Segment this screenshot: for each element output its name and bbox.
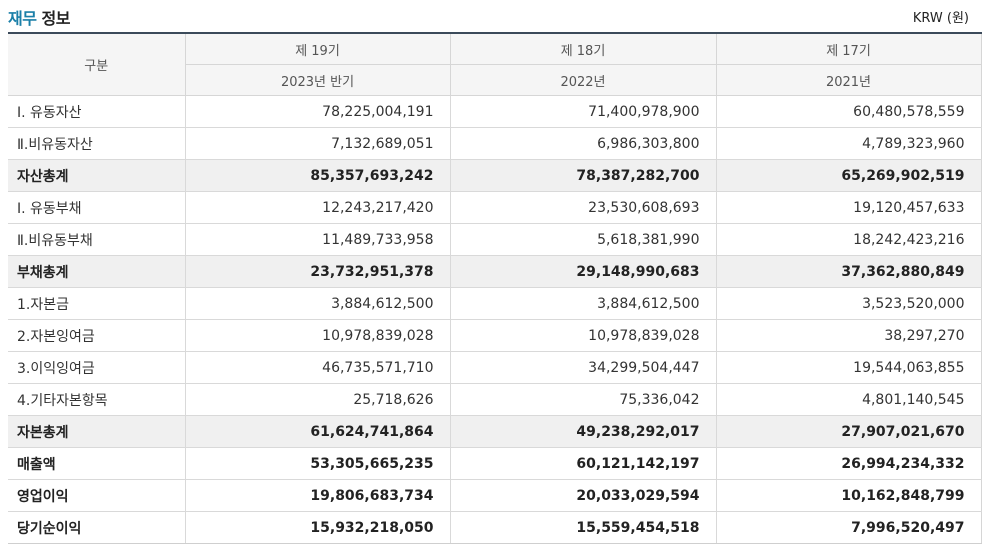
row-label: 1.자본금: [8, 287, 186, 320]
row-value: 23,530,608,693: [449, 191, 717, 224]
table-row: Ⅰ. 유동부채 12,243,217,420 23,530,608,693 19,12…: [8, 191, 982, 224]
row-label: 부채총계: [8, 255, 186, 288]
row-value: 78,225,004,191: [184, 95, 451, 128]
row-label: 자본총계: [8, 415, 186, 448]
table-row: 2.자본잉여금 10,978,839,028 10,978,839,028 38,29…: [8, 319, 982, 352]
table-row: 당기순이익 15,932,218,050 15,559,454,518 7,996,5…: [8, 511, 982, 544]
row-value: 23,732,951,378: [184, 255, 451, 288]
row-value: 3,523,520,000: [715, 287, 982, 320]
table-row: 매출액 53,305,665,235 60,121,142,197 26,994,23…: [8, 447, 982, 480]
row-value: 20,033,029,594: [449, 479, 717, 512]
table-row: 영업이익 19,806,683,734 20,033,029,594 10,162,8…: [8, 479, 982, 512]
row-value: 25,718,626: [184, 383, 451, 416]
row-value: 19,120,457,633: [715, 191, 982, 224]
row-label: Ⅱ.비유동부채: [8, 223, 186, 256]
row-label: Ⅱ.비유동자산: [8, 127, 186, 160]
section-title-accent: 재무: [8, 9, 37, 28]
row-value: 71,400,978,900: [449, 95, 717, 128]
table-row: Ⅱ.비유동부채 11,489,733,958 5,618,381,990 18,242…: [8, 223, 982, 256]
row-value: 7,996,520,497: [715, 511, 982, 544]
row-value: 10,978,839,028: [449, 319, 717, 352]
row-value: 34,299,504,447: [449, 351, 717, 384]
row-value: 18,242,423,216: [715, 223, 982, 256]
row-value: 60,121,142,197: [449, 447, 717, 480]
row-label: 2.자본잉여금: [8, 319, 186, 352]
row-value: 7,132,689,051: [184, 127, 451, 160]
row-value: 10,978,839,028: [184, 319, 451, 352]
currency-unit: KRW (원): [912, 11, 969, 26]
row-label: Ⅰ. 유동부채: [8, 191, 186, 224]
row-value: 15,559,454,518: [449, 511, 717, 544]
period-term-header: 제 19기: [184, 32, 451, 65]
row-value: 19,806,683,734: [184, 479, 451, 512]
row-label: 매출액: [8, 447, 186, 480]
section-title-rest: 정보: [36, 9, 71, 28]
total-row: 부채총계 23,732,951,378 29,148,990,683 37,362,8…: [8, 255, 982, 288]
row-value: 3,884,612,500: [184, 287, 451, 320]
total-row: 자산총계 85,357,693,242 78,387,282,700 65,269,9…: [8, 159, 982, 192]
row-value: 46,735,571,710: [184, 351, 451, 384]
row-value: 27,907,021,670: [715, 415, 982, 448]
gubun-header: 구분: [8, 32, 186, 96]
period-year-header: 2021년: [715, 64, 982, 96]
table-row: 1.자본금 3,884,612,500 3,884,612,500 3,523,520…: [8, 287, 982, 320]
row-value: 11,489,733,958: [184, 223, 451, 256]
row-value: 19,544,063,855: [715, 351, 982, 384]
row-label: 3.이익잉여금: [8, 351, 186, 384]
table-row: Ⅰ. 유동자산 78,225,004,191 71,400,978,900 60,48…: [8, 95, 982, 128]
row-value: 5,618,381,990: [449, 223, 717, 256]
section-title: 재무 정보: [8, 5, 70, 29]
row-value: 10,162,848,799: [715, 479, 982, 512]
row-value: 12,243,217,420: [184, 191, 451, 224]
row-value: 75,336,042: [449, 383, 717, 416]
row-value: 3,884,612,500: [449, 287, 717, 320]
row-value: 85,357,693,242: [184, 159, 451, 192]
table-row: Ⅱ.비유동자산 7,132,689,051 6,986,303,800 4,789,3…: [8, 127, 982, 160]
financial-table: 구분 제 19기 제 18기 제 17기 2023년 반기 2022년 2021…: [8, 32, 982, 544]
row-value: 49,238,292,017: [449, 415, 717, 448]
row-value: 15,932,218,050: [184, 511, 451, 544]
row-value: 26,994,234,332: [715, 447, 982, 480]
row-value: 4,801,140,545: [715, 383, 982, 416]
table-row: 3.이익잉여금 46,735,571,710 34,299,504,447 19,54…: [8, 351, 982, 384]
period-term-header: 제 17기: [715, 32, 982, 65]
row-value: 53,305,665,235: [184, 447, 451, 480]
row-label: 당기순이익: [8, 511, 186, 544]
total-row: 자본총계 61,624,741,864 49,238,292,017 27,907,0…: [8, 415, 982, 448]
row-value: 37,362,880,849: [715, 255, 982, 288]
row-value: 65,269,902,519: [715, 159, 982, 192]
row-label: 영업이익: [8, 479, 186, 512]
row-value: 29,148,990,683: [449, 255, 717, 288]
row-value: 61,624,741,864: [184, 415, 451, 448]
row-label: 4.기타자본항목: [8, 383, 186, 416]
period-year-header: 2023년 반기: [184, 64, 451, 96]
row-value: 38,297,270: [715, 319, 982, 352]
row-label: 자산총계: [8, 159, 186, 192]
row-value: 78,387,282,700: [449, 159, 717, 192]
row-value: 60,480,578,559: [715, 95, 982, 128]
row-value: 6,986,303,800: [449, 127, 717, 160]
row-value: 4,789,323,960: [715, 127, 982, 160]
period-year-header: 2022년: [449, 64, 717, 96]
row-label: Ⅰ. 유동자산: [8, 95, 186, 128]
section-header: 재무 정보 KRW (원): [0, 0, 987, 32]
period-term-header: 제 18기: [449, 32, 717, 65]
table-row: 4.기타자본항목 25,718,626 75,336,042 4,801,140,54…: [8, 383, 982, 416]
